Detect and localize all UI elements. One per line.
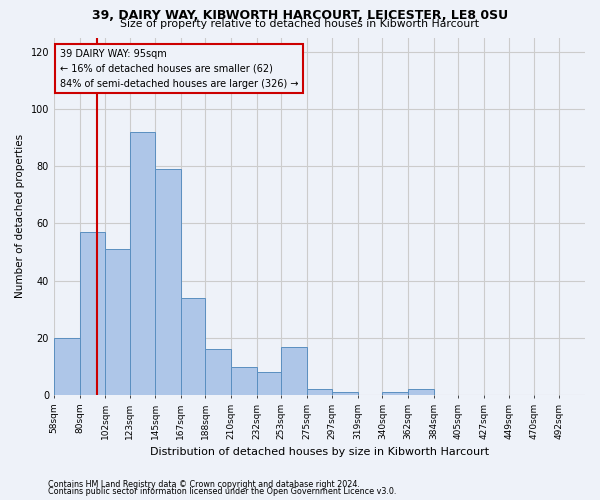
Bar	[307, 390, 332, 395]
Bar	[80, 232, 105, 395]
Bar	[257, 372, 281, 395]
Bar	[281, 346, 307, 395]
X-axis label: Distribution of detached houses by size in Kibworth Harcourt: Distribution of detached houses by size …	[150, 448, 489, 458]
Bar	[332, 392, 358, 395]
Bar	[105, 249, 130, 395]
Bar	[130, 132, 155, 395]
Bar	[54, 338, 80, 395]
Bar	[181, 298, 205, 395]
Bar	[205, 350, 231, 395]
Bar	[382, 392, 408, 395]
Text: 39, DAIRY WAY, KIBWORTH HARCOURT, LEICESTER, LE8 0SU: 39, DAIRY WAY, KIBWORTH HARCOURT, LEICES…	[92, 9, 508, 22]
Bar	[231, 366, 257, 395]
Text: Contains public sector information licensed under the Open Government Licence v3: Contains public sector information licen…	[48, 487, 397, 496]
Text: Size of property relative to detached houses in Kibworth Harcourt: Size of property relative to detached ho…	[121, 19, 479, 29]
Text: 39 DAIRY WAY: 95sqm
← 16% of detached houses are smaller (62)
84% of semi-detach: 39 DAIRY WAY: 95sqm ← 16% of detached ho…	[60, 49, 298, 88]
Bar	[155, 169, 181, 395]
Y-axis label: Number of detached properties: Number of detached properties	[15, 134, 25, 298]
Text: Contains HM Land Registry data © Crown copyright and database right 2024.: Contains HM Land Registry data © Crown c…	[48, 480, 360, 489]
Bar	[408, 390, 434, 395]
